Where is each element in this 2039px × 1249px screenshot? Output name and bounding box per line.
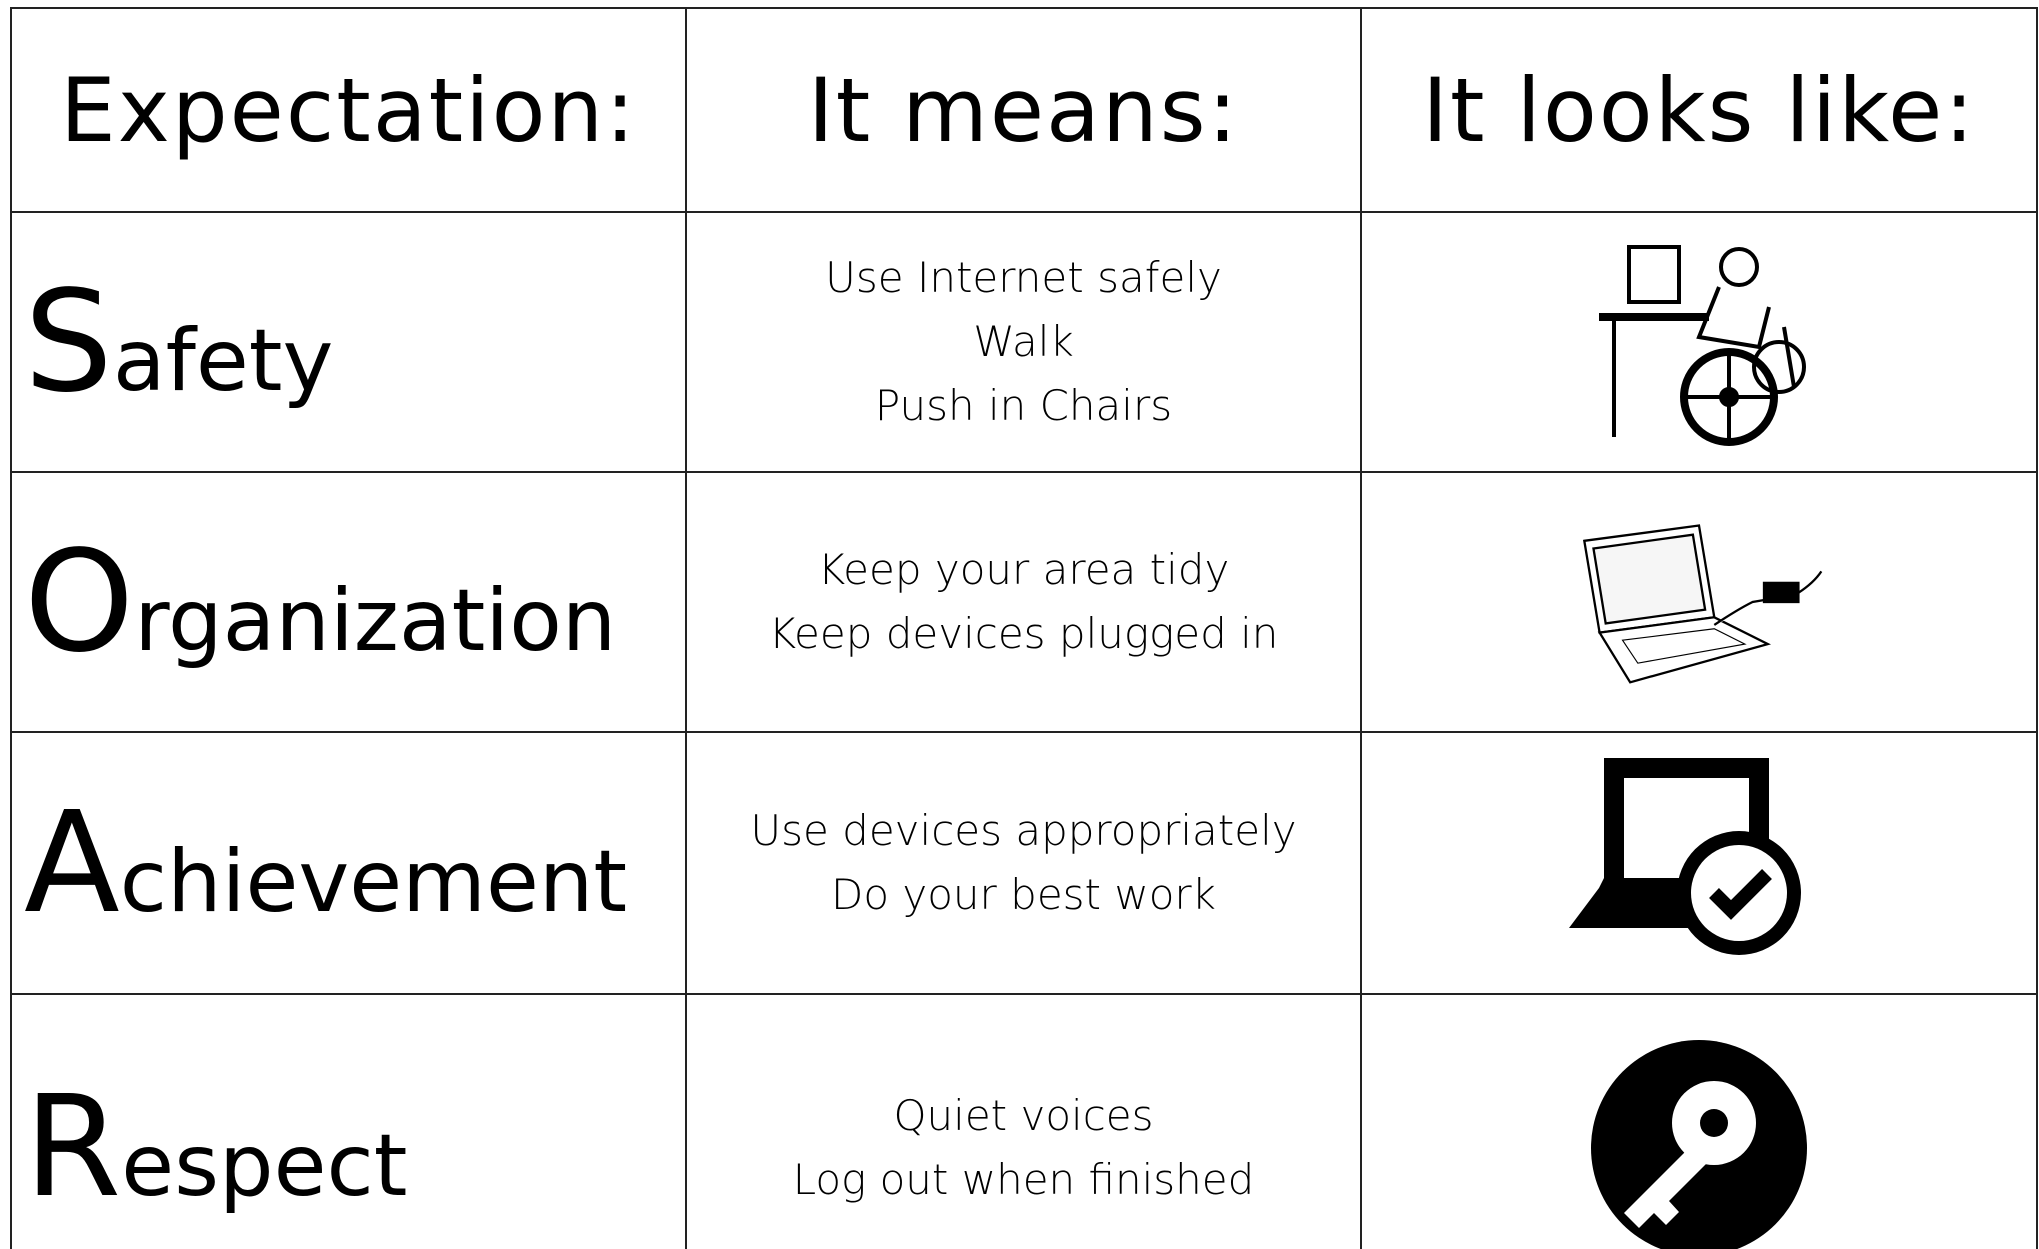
expectation-word: Safety: [24, 260, 334, 424]
expectation-cell: Safety: [10, 211, 685, 471]
means-line: Quiet voices: [893, 1090, 1154, 1140]
image-cell: [1360, 731, 2038, 993]
means-line: Use Internet safely: [825, 253, 1222, 302]
image-cell: [1360, 471, 2038, 731]
means-line: Walk: [973, 317, 1074, 366]
means-line: Keep devices plugged in: [768, 609, 1279, 658]
expectation-word: Organization: [24, 520, 617, 684]
means-line: Do your best work: [830, 870, 1216, 919]
expectation-cell: Organization: [10, 471, 685, 731]
expectation-cell: Achievement: [10, 731, 685, 993]
means-line: Log out when finished: [792, 1154, 1255, 1204]
header-text: It means:: [807, 58, 1240, 162]
means-line: Push in Chairs: [874, 381, 1173, 430]
image-cell: [1360, 211, 2038, 471]
means-cell: Use devices appropriately Do your best wo…: [685, 731, 1360, 993]
expectation-word: Respect: [24, 1066, 408, 1229]
illustration: [1569, 758, 1801, 955]
illustration: [1591, 1039, 1807, 1249]
expectation-cell: Respect: [10, 993, 685, 1249]
illustration: [1599, 245, 1806, 446]
means-line: Use devices appropriately: [750, 806, 1297, 855]
means-cell: Quiet voices Log out when finished: [685, 993, 1360, 1249]
expectation-word: Achievement: [24, 781, 628, 945]
means-cell: Keep your area tidy Keep devices plugged …: [685, 471, 1360, 731]
illustration: [1582, 524, 1823, 684]
header-cell: Expectation:: [10, 7, 685, 211]
header-cell: It means:: [685, 7, 1360, 211]
image-cell: [1360, 993, 2038, 1249]
header-text: It looks like:: [1422, 58, 1976, 162]
means-cell: Use Internet safely Walk Push in Chairs: [685, 211, 1360, 471]
means-line: Keep your area tidy: [817, 545, 1230, 594]
header-text: Expectation:: [60, 58, 637, 162]
header-cell: It looks like:: [1360, 7, 2038, 211]
